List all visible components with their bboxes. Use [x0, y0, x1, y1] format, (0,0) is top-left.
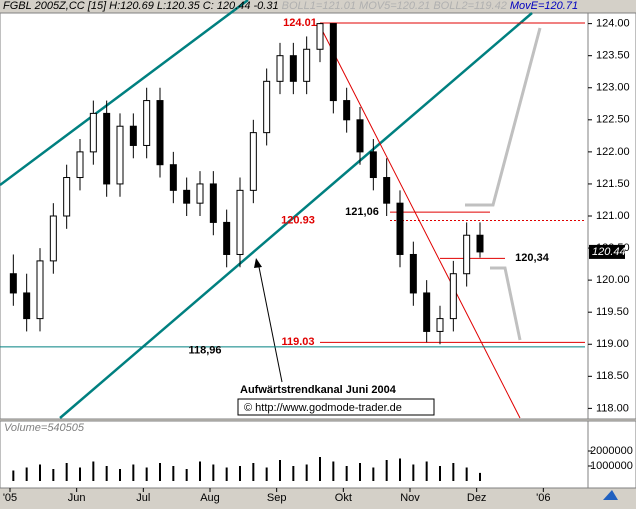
- channel-lower: [59, 12, 533, 419]
- candle-body: [23, 292, 31, 320]
- x-tick-label: '06: [536, 492, 550, 504]
- y-tick-label: 124.00: [596, 18, 630, 30]
- y-tick-label: 123.00: [596, 82, 630, 94]
- y-tick-label: 121.50: [596, 178, 630, 190]
- x-tick-label: Aug: [200, 492, 220, 504]
- x-tick-label: Jul: [136, 492, 150, 504]
- candle-body: [236, 189, 244, 255]
- last-price: 120.44: [592, 246, 626, 258]
- candle-body: [249, 132, 257, 191]
- candle-body: [89, 112, 97, 153]
- candle-body: [303, 48, 311, 82]
- candle-body: [209, 183, 217, 223]
- candle-body: [276, 55, 284, 82]
- arrowhead: [254, 258, 262, 268]
- volume-tick-label: 1000000: [590, 460, 633, 472]
- level-label: 121,06: [345, 206, 379, 218]
- volume-axis: [587, 420, 636, 489]
- candle-body: [49, 215, 57, 262]
- candle-body: [223, 221, 231, 255]
- header-boll: BOLL1=121.01 MOV5=120.21 BOLL2=119.42: [282, 0, 507, 12]
- last-price-box: [589, 244, 625, 259]
- y-tick-label: 120.00: [596, 274, 630, 286]
- y-tick-label: 123.50: [596, 50, 630, 62]
- candle-body: [289, 55, 297, 82]
- candle-body: [196, 183, 204, 204]
- level-label: 119.03: [281, 336, 314, 348]
- header-main: FGBL 2005Z,CC [15] H:120.69 L:120.35 C: …: [3, 0, 279, 12]
- candle-body: [369, 151, 377, 179]
- candle-body: [36, 260, 44, 320]
- y-tick-label: 122.00: [596, 146, 630, 158]
- level-label: 120,34: [515, 252, 550, 264]
- x-tick-label: Nov: [400, 492, 420, 504]
- candle-body: [316, 23, 324, 50]
- x-tick-label: Dez: [467, 492, 487, 504]
- x-tick-label: Jun: [68, 492, 86, 504]
- candle-body: [423, 292, 431, 332]
- candle-body: [76, 151, 84, 179]
- volume-label: Volume=540505: [4, 422, 85, 434]
- candle-body: [449, 273, 457, 320]
- candle-body: [409, 253, 417, 294]
- candle-body: [169, 164, 177, 191]
- y-tick-label: 119.00: [596, 338, 629, 350]
- candle-body: [129, 125, 137, 146]
- volume-tick-label: 2000000: [590, 445, 633, 457]
- copyright: © http://www.godmode-trader.de: [244, 402, 402, 414]
- candle-body: [143, 100, 151, 146]
- candle-body: [436, 318, 444, 332]
- level-label: 124.01: [283, 17, 317, 29]
- x-tick-label: '05: [3, 492, 17, 504]
- annotation: Aufwärtstrendkanal Juni 2004: [240, 384, 397, 396]
- target-arrow-down: [490, 266, 522, 341]
- candle-body: [263, 80, 271, 134]
- y-tick-label: 118.00: [596, 402, 629, 414]
- y-tick-label: 118.50: [596, 370, 629, 382]
- candle-body: [156, 100, 164, 166]
- annotation-arrow: [257, 261, 283, 383]
- candle-body: [183, 189, 191, 204]
- candle-body: [476, 234, 484, 253]
- candle-body: [63, 177, 71, 217]
- candle-body: [383, 177, 391, 204]
- header-move: MovE=120.71: [510, 0, 578, 12]
- y-tick-label: 122.50: [596, 114, 630, 126]
- channel-upper: [0, 0, 249, 187]
- level-label: 118,96: [188, 345, 221, 357]
- downtrend: [319, 25, 521, 419]
- copyright-box: [237, 398, 435, 416]
- y-tick-label: 119.50: [596, 306, 629, 318]
- target-arrow: [465, 27, 542, 207]
- candle-body: [116, 125, 124, 185]
- candle-body: [329, 23, 337, 102]
- candle-body: [343, 100, 351, 121]
- candle-body: [396, 202, 404, 255]
- candle-body: [356, 119, 364, 153]
- header: FGBL 2005Z,CC [15] H:120.69 L:120.35 C: …: [3, 0, 578, 12]
- icon: [603, 490, 618, 500]
- level-label: 120.93: [281, 214, 315, 226]
- x-tick-label: Okt: [335, 492, 352, 504]
- x-tick-label: Sep: [267, 492, 287, 504]
- candle-body: [9, 273, 17, 294]
- candle-body: [103, 112, 111, 185]
- y-tick-label: 121.00: [596, 210, 630, 222]
- candle-body: [463, 234, 471, 275]
